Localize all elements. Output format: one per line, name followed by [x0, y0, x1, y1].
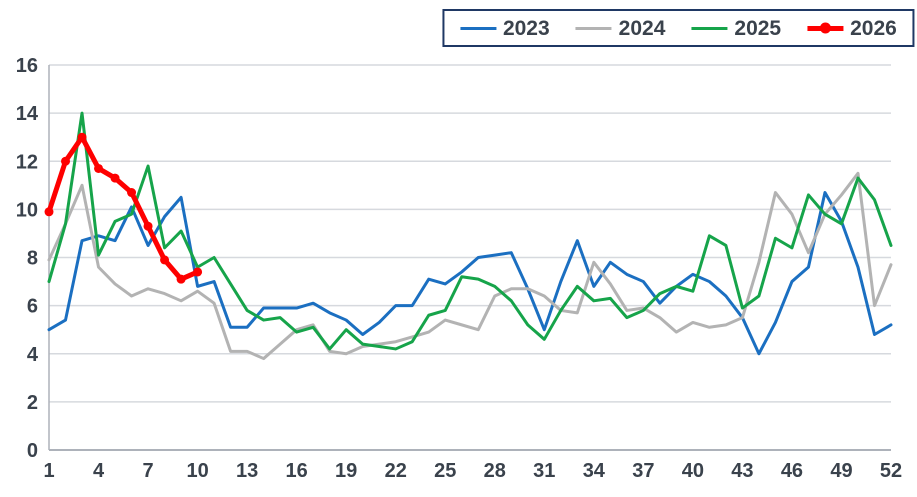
- x-axis-tick-label-52: 52: [880, 460, 902, 482]
- legend-label-2026: 2026: [850, 16, 897, 40]
- x-axis-tick-label-7: 7: [142, 460, 153, 482]
- series-marker-2026-w6: [127, 188, 137, 198]
- legend-swatch-2024-icon: [575, 26, 612, 30]
- series-marker-2026-w4: [94, 163, 104, 173]
- x-axis-tick-label-40: 40: [682, 460, 704, 482]
- y-axis-tick-label-0: 0: [27, 440, 38, 462]
- x-axis-tick-label-25: 25: [434, 460, 456, 482]
- legend-item-2023[interactable]: 2023: [459, 16, 550, 40]
- series-line-2024[interactable]: [47, 171, 893, 361]
- x-axis-tick-label-16: 16: [286, 460, 308, 482]
- x-axis-tick-label-37: 37: [632, 460, 654, 482]
- x-axis-tick-label-10: 10: [186, 460, 208, 482]
- series-line-2025[interactable]: [47, 111, 893, 351]
- legend-swatch-2023-icon: [459, 26, 496, 30]
- series-line-2023[interactable]: [47, 191, 893, 356]
- x-axis-tick-label-31: 31: [533, 460, 555, 482]
- x-axis-tick-label-13: 13: [236, 460, 258, 482]
- y-axis-tick-label-6: 6: [27, 296, 38, 318]
- y-axis-tick-label-8: 8: [27, 248, 38, 270]
- x-axis-tick-label-28: 28: [484, 460, 506, 482]
- legend-swatch-2026-icon: [807, 22, 844, 34]
- x-axis-tick-label-22: 22: [385, 460, 407, 482]
- y-axis-tick-label-12: 12: [16, 151, 38, 173]
- legend-label-2023: 2023: [502, 16, 550, 40]
- legend-label-2024: 2024: [618, 16, 666, 40]
- legend-swatch-2025-icon: [691, 26, 728, 30]
- y-axis-tick-label-2: 2: [27, 392, 38, 414]
- x-axis-tick-label-43: 43: [731, 460, 753, 482]
- legend-item-2024[interactable]: 2024: [575, 16, 666, 40]
- legend-item-2025[interactable]: 2025: [691, 18, 781, 39]
- x-axis-tick-label-34: 34: [583, 460, 606, 482]
- series-marker-2026-w9: [176, 274, 186, 284]
- x-axis-tick-label-46: 46: [781, 460, 803, 482]
- x-axis-tick-label-49: 49: [830, 460, 852, 482]
- legend-marker-dot-icon: [819, 22, 831, 34]
- series-marker-2026-w10: [193, 267, 203, 277]
- series-marker-2026-w2: [61, 156, 71, 166]
- series-line-2026[interactable]: [46, 134, 201, 282]
- y-axis-tick-label-14: 14: [16, 103, 39, 125]
- series-marker-2026-w3: [77, 132, 87, 142]
- y-axis-tick-label-10: 10: [16, 199, 38, 221]
- y-axis-tick-label-4: 4: [27, 344, 39, 366]
- series-marker-2026-w5: [110, 173, 120, 183]
- x-axis-tick-label-4: 4: [93, 460, 105, 482]
- x-axis-tick-label-1: 1: [43, 460, 54, 482]
- series-marker-2026-w8: [160, 255, 170, 265]
- series-marker-2026-w7: [143, 221, 153, 231]
- chart-legend: 2023 2024 2025 2026: [441, 9, 915, 47]
- x-axis-tick-label-19: 19: [335, 460, 357, 482]
- legend-item-2026[interactable]: 2026: [807, 18, 897, 39]
- legend-label-2025: 2025: [734, 16, 782, 40]
- series-marker-2026-w1: [44, 207, 54, 217]
- y-axis-tick-label-16: 16: [16, 55, 38, 77]
